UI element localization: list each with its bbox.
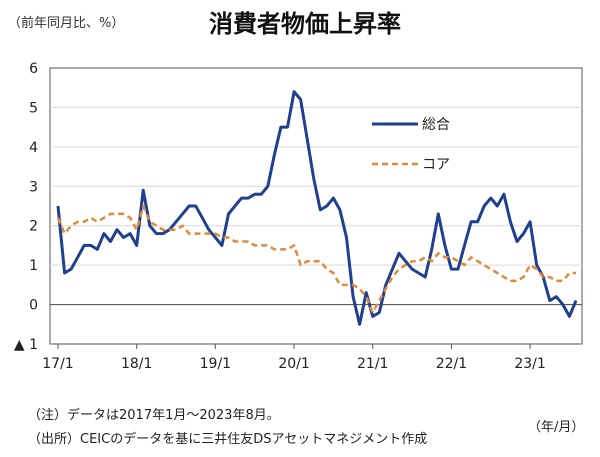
x-tick-label: 22/1 xyxy=(436,356,467,372)
x-tick-label: 23/1 xyxy=(514,356,545,372)
plot-frame xyxy=(49,67,583,345)
chart-title: 消費者物価上昇率 xyxy=(209,10,401,38)
series-line-headline xyxy=(56,90,578,326)
x-tick-label: 17/1 xyxy=(42,356,73,372)
y-tick-label: ▲ 1 xyxy=(14,337,38,353)
y-unit-label: （前年同月比、%） xyxy=(8,16,125,31)
legend-label-headline: 総合 xyxy=(422,117,450,133)
x-tick-label: 18/1 xyxy=(121,356,152,372)
x-tick-label: 21/1 xyxy=(357,356,388,372)
y-tick-label: 5 xyxy=(29,100,38,116)
y-tick-label: 4 xyxy=(29,140,38,156)
y-tick-label: 3 xyxy=(29,179,38,195)
y-tick-label: 1 xyxy=(29,258,38,274)
y-tick-label: 2 xyxy=(29,219,38,235)
x-tick-label: 20/1 xyxy=(278,356,309,372)
legend-label-core: コア xyxy=(422,157,450,173)
footnote-source: （出所）CEICのデータを基に三井住友DSアセットマネジメント作成 xyxy=(28,432,428,447)
series-line-core xyxy=(56,204,576,314)
x-unit-label: （年/月） xyxy=(528,420,585,435)
y-tick-label: 6 xyxy=(29,61,38,77)
y-tick-label: 0 xyxy=(29,298,38,314)
x-tick-label: 19/1 xyxy=(200,356,231,372)
footnote-note: （注）データは2017年1月～2023年8月。 xyxy=(28,408,280,423)
